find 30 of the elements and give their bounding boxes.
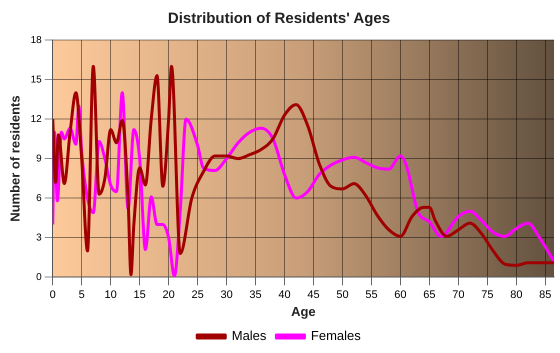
x-tick-label: 50 — [336, 288, 349, 301]
x-tick-label: 55 — [365, 288, 378, 301]
x-tick-label: 10 — [104, 288, 117, 301]
x-tick-label: 75 — [481, 288, 494, 301]
x-axis-title: Age — [291, 304, 316, 319]
y-tick-label: 0 — [36, 272, 42, 283]
x-tick-label: 60 — [394, 288, 407, 301]
x-tick-label: 35 — [249, 288, 262, 301]
x-tick-label: 70 — [452, 288, 465, 301]
x-tick-label: 5 — [78, 288, 85, 301]
y-axis-title: Number of residents — [7, 95, 22, 222]
chart-title: Distribution of Residents' Ages — [168, 10, 390, 28]
x-tick-label: 0 — [50, 288, 56, 301]
x-tick-label: 30 — [220, 288, 233, 301]
legend-label: Females — [310, 328, 362, 344]
y-tick-label: 6 — [36, 192, 42, 204]
y-tick-label: 15 — [30, 74, 42, 86]
x-tick-label: 40 — [278, 288, 291, 301]
y-tick-label: 3 — [36, 232, 42, 244]
y-tick-label: 18 — [30, 34, 42, 46]
x-tick-label: 25 — [191, 288, 204, 301]
x-tick-label: 65 — [423, 288, 436, 301]
x-tick-label: 15 — [134, 288, 146, 301]
x-tick-label: 80 — [510, 288, 522, 301]
y-tick-label: 9 — [36, 153, 42, 164]
x-tick-label: 45 — [307, 288, 320, 301]
y-tick-label: 12 — [30, 114, 42, 125]
x-tick-label: 85 — [539, 288, 552, 301]
legend-label: Males — [232, 328, 267, 344]
x-tick-label: 20 — [162, 288, 175, 301]
